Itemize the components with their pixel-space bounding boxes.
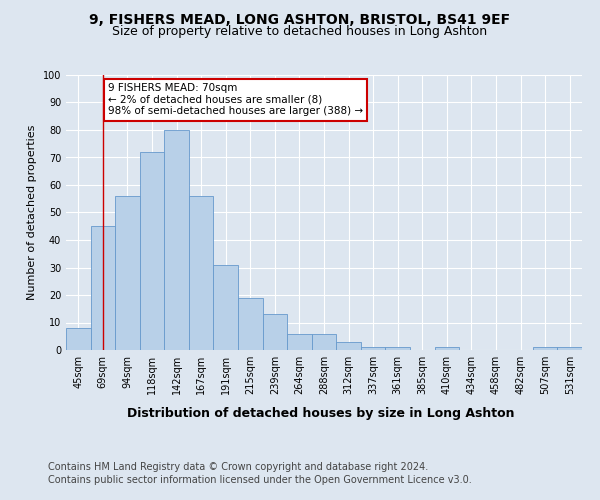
Bar bbox=[557, 347, 582, 350]
Y-axis label: Number of detached properties: Number of detached properties bbox=[27, 125, 37, 300]
Text: Contains HM Land Registry data © Crown copyright and database right 2024.: Contains HM Land Registry data © Crown c… bbox=[48, 462, 428, 472]
Text: Contains public sector information licensed under the Open Government Licence v3: Contains public sector information licen… bbox=[48, 475, 472, 485]
Bar bbox=[385, 347, 410, 350]
Bar bbox=[214, 265, 238, 350]
Bar bbox=[336, 342, 361, 350]
Text: Distribution of detached houses by size in Long Ashton: Distribution of detached houses by size … bbox=[127, 408, 515, 420]
Bar bbox=[312, 334, 336, 350]
Bar bbox=[164, 130, 189, 350]
Bar bbox=[189, 196, 214, 350]
Bar bbox=[238, 298, 263, 350]
Bar bbox=[66, 328, 91, 350]
Bar bbox=[91, 226, 115, 350]
Text: 9, FISHERS MEAD, LONG ASHTON, BRISTOL, BS41 9EF: 9, FISHERS MEAD, LONG ASHTON, BRISTOL, B… bbox=[89, 12, 511, 26]
Bar bbox=[533, 347, 557, 350]
Bar bbox=[140, 152, 164, 350]
Text: Size of property relative to detached houses in Long Ashton: Size of property relative to detached ho… bbox=[112, 25, 488, 38]
Bar bbox=[434, 347, 459, 350]
Bar bbox=[263, 314, 287, 350]
Text: 9 FISHERS MEAD: 70sqm
← 2% of detached houses are smaller (8)
98% of semi-detach: 9 FISHERS MEAD: 70sqm ← 2% of detached h… bbox=[108, 83, 363, 116]
Bar bbox=[115, 196, 140, 350]
Bar bbox=[287, 334, 312, 350]
Bar bbox=[361, 347, 385, 350]
